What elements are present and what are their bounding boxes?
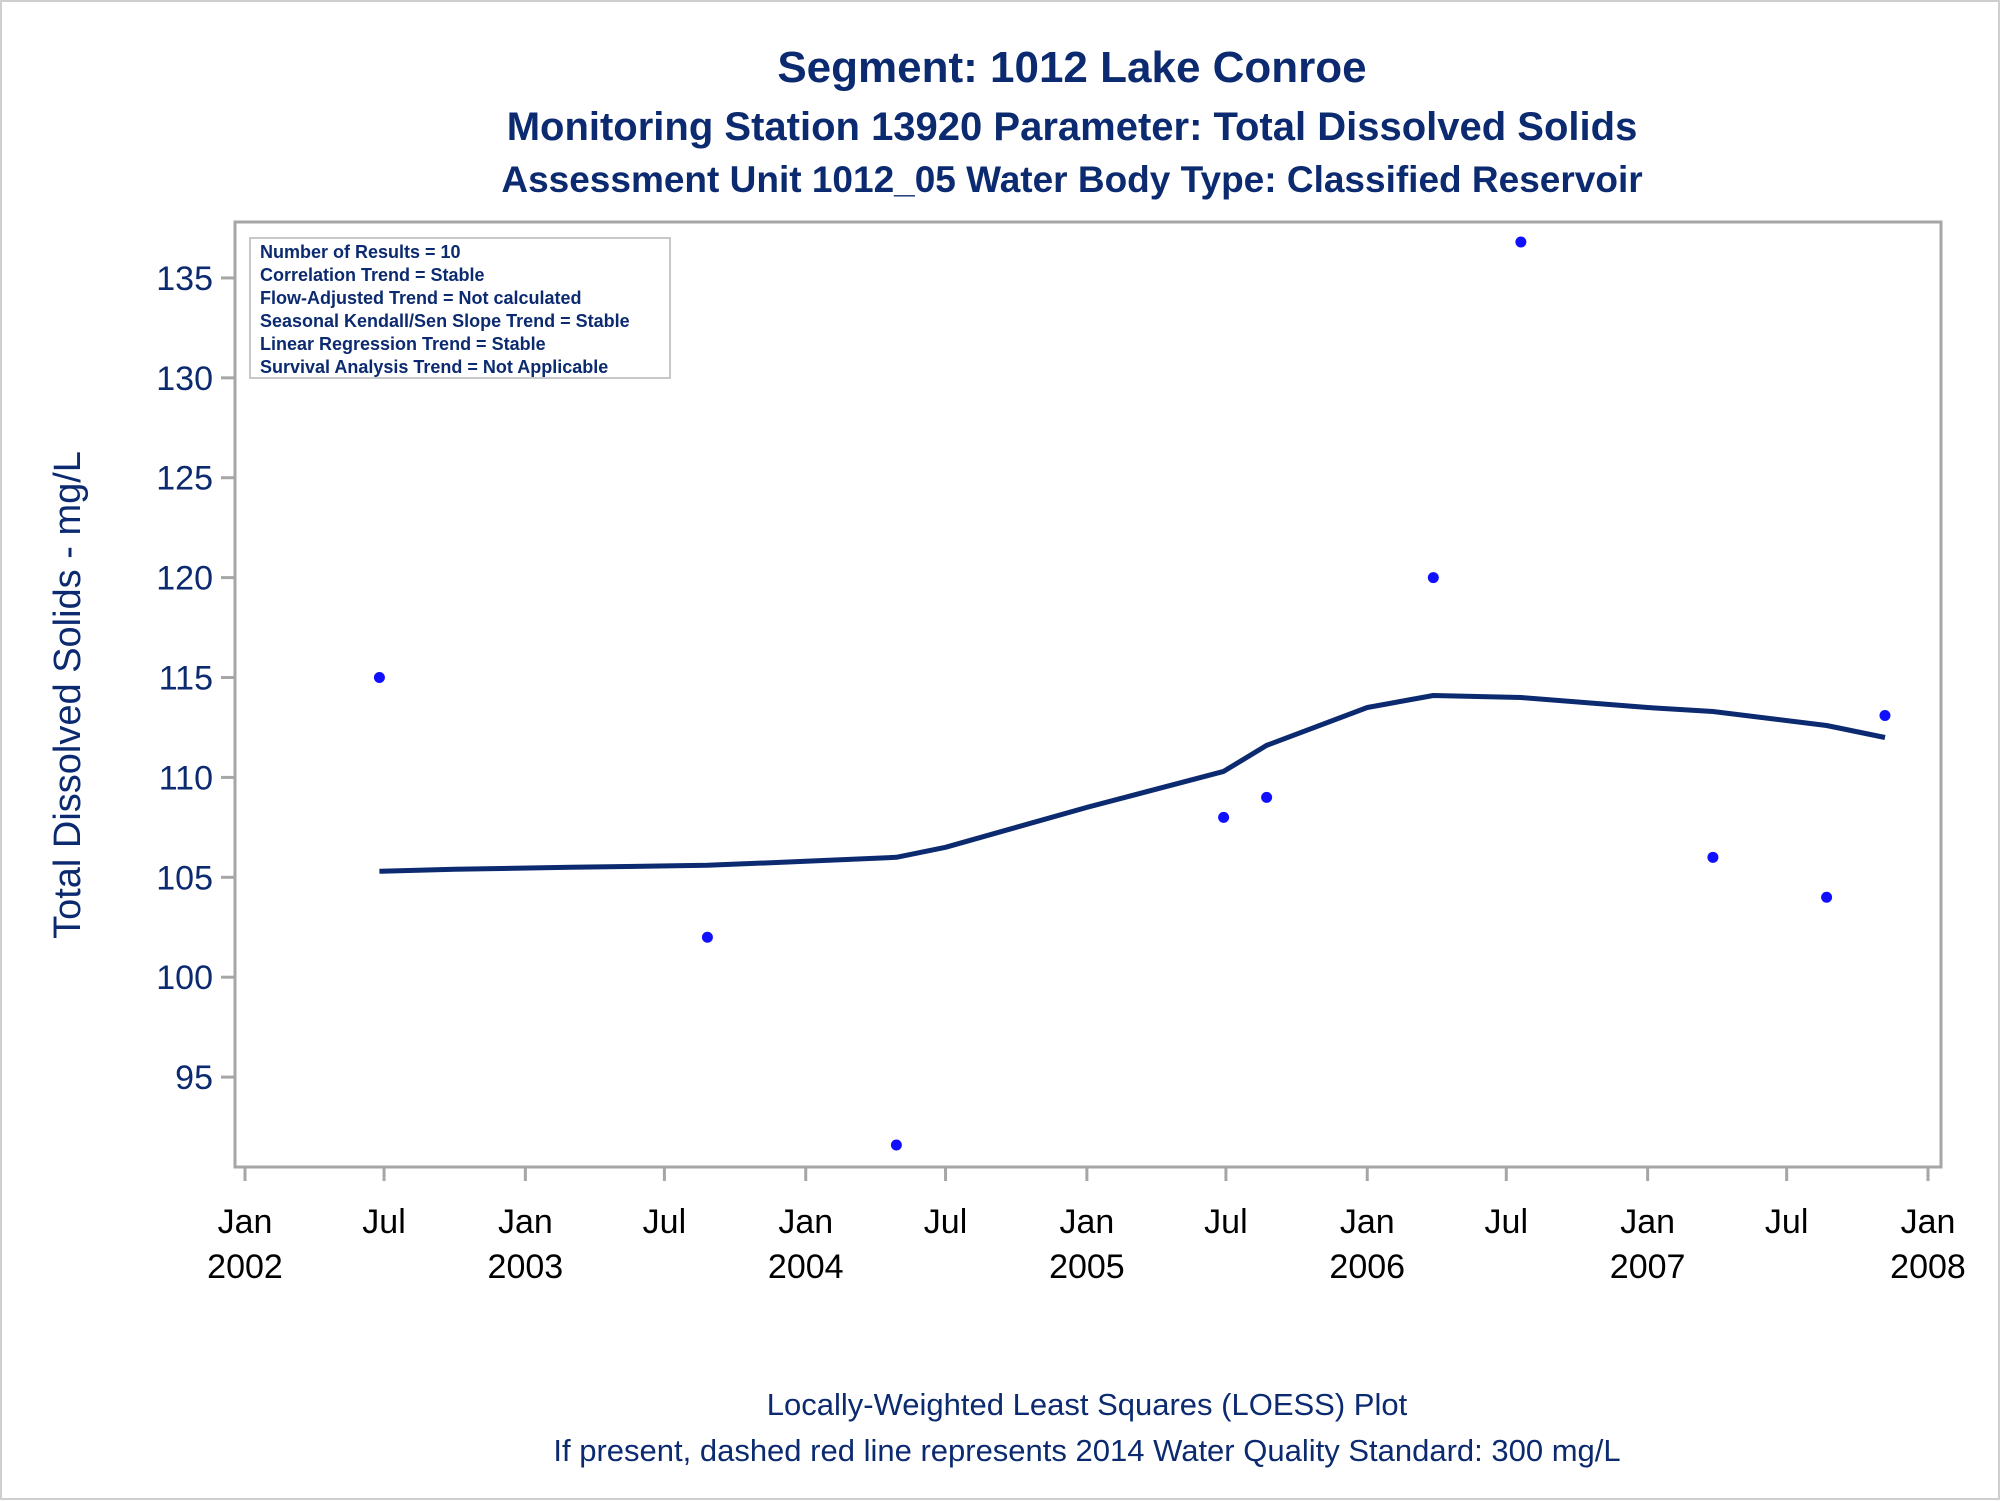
x-tick-label: Jan [1620,1203,1675,1241]
x-tick-label: Jul [1204,1203,1247,1241]
y-tick-label: 125 [156,460,213,498]
x-tick-label: Jan [498,1203,553,1241]
footnote-standard: If present, dashed red line represents 2… [553,1433,1620,1468]
data-point [890,1139,902,1151]
chart-subtitle-2: Assessment Unit 1012_05 Water Body Type:… [501,159,1642,200]
chart-subtitle: Monitoring Station 13920 Parameter: Tota… [507,105,1638,149]
x-tick-label: Jan [778,1203,833,1241]
y-tick-label: 100 [156,959,213,997]
x-tick-label: Jan [218,1203,273,1241]
loess-line-layer [379,693,1886,874]
data-point [1427,572,1439,584]
data-point [1707,851,1719,863]
x-tick-year-label: 2006 [1329,1248,1405,1286]
chart-title: Segment: 1012 Lake Conroe [777,43,1366,92]
x-tick-year-label: 2002 [207,1248,283,1286]
stats-line: Flow-Adjusted Trend = Not calculated [260,288,582,308]
y-axis-title: Total Dissolved Solids - mg/L [47,451,89,939]
x-tick-label: Jul [1765,1203,1808,1241]
stats-line: Correlation Trend = Stable [260,265,485,285]
x-tick-label: Jul [643,1203,686,1241]
x-tick-label: Jan [1901,1203,1956,1241]
y-tick-label: 135 [156,260,213,298]
x-tick-label: Jan [1340,1203,1395,1241]
y-tick-label: 120 [156,560,213,598]
stats-line: Seasonal Kendall/Sen Slope Trend = Stabl… [260,311,630,331]
footnote-loess: Locally-Weighted Least Squares (LOESS) P… [767,1387,1408,1422]
data-point [701,931,713,943]
x-tick-label: Jan [1059,1203,1114,1241]
y-tick-label: 105 [156,859,213,897]
y-tick-label: 115 [159,660,213,698]
x-axis: Jan 2002 Jul Jan 2003 Jul Jan 2004 Jul Jan 2005 Jul… [207,1167,1966,1286]
data-point [1879,709,1891,721]
y-axis: 95 100 105 110 115 120 125 130 135 [156,260,235,1097]
y-tick-label: 95 [175,1059,213,1097]
stats-line: Number of Results = 10 [260,242,461,262]
data-point [1261,791,1273,803]
x-tick-year-label: 2003 [488,1248,564,1286]
plot-area-frame [233,220,1943,1169]
x-tick-year-label: 2005 [1049,1248,1125,1286]
data-point [1218,811,1230,823]
x-tick-year-label: 2007 [1610,1248,1686,1286]
stats-box-frame [249,237,671,379]
x-tick-year-label: 2008 [1890,1248,1966,1286]
loess-series-line [379,693,1886,874]
data-point [373,672,385,684]
data-point [1515,236,1527,248]
x-tick-year-label: 2004 [768,1248,844,1286]
data-points-layer [373,236,1891,1151]
y-tick-label: 110 [159,759,213,797]
y-tick-label: 130 [156,360,213,398]
x-tick-label: Jul [1485,1203,1528,1241]
x-tick-label: Jul [362,1203,405,1241]
stats-line: Survival Analysis Trend = Not Applicable [260,357,608,377]
data-point [1821,891,1833,903]
stats-box: Number of Results = 10 Correlation Trend… [249,237,671,379]
stats-line: Linear Regression Trend = Stable [260,334,546,354]
x-tick-label: Jul [924,1203,967,1241]
